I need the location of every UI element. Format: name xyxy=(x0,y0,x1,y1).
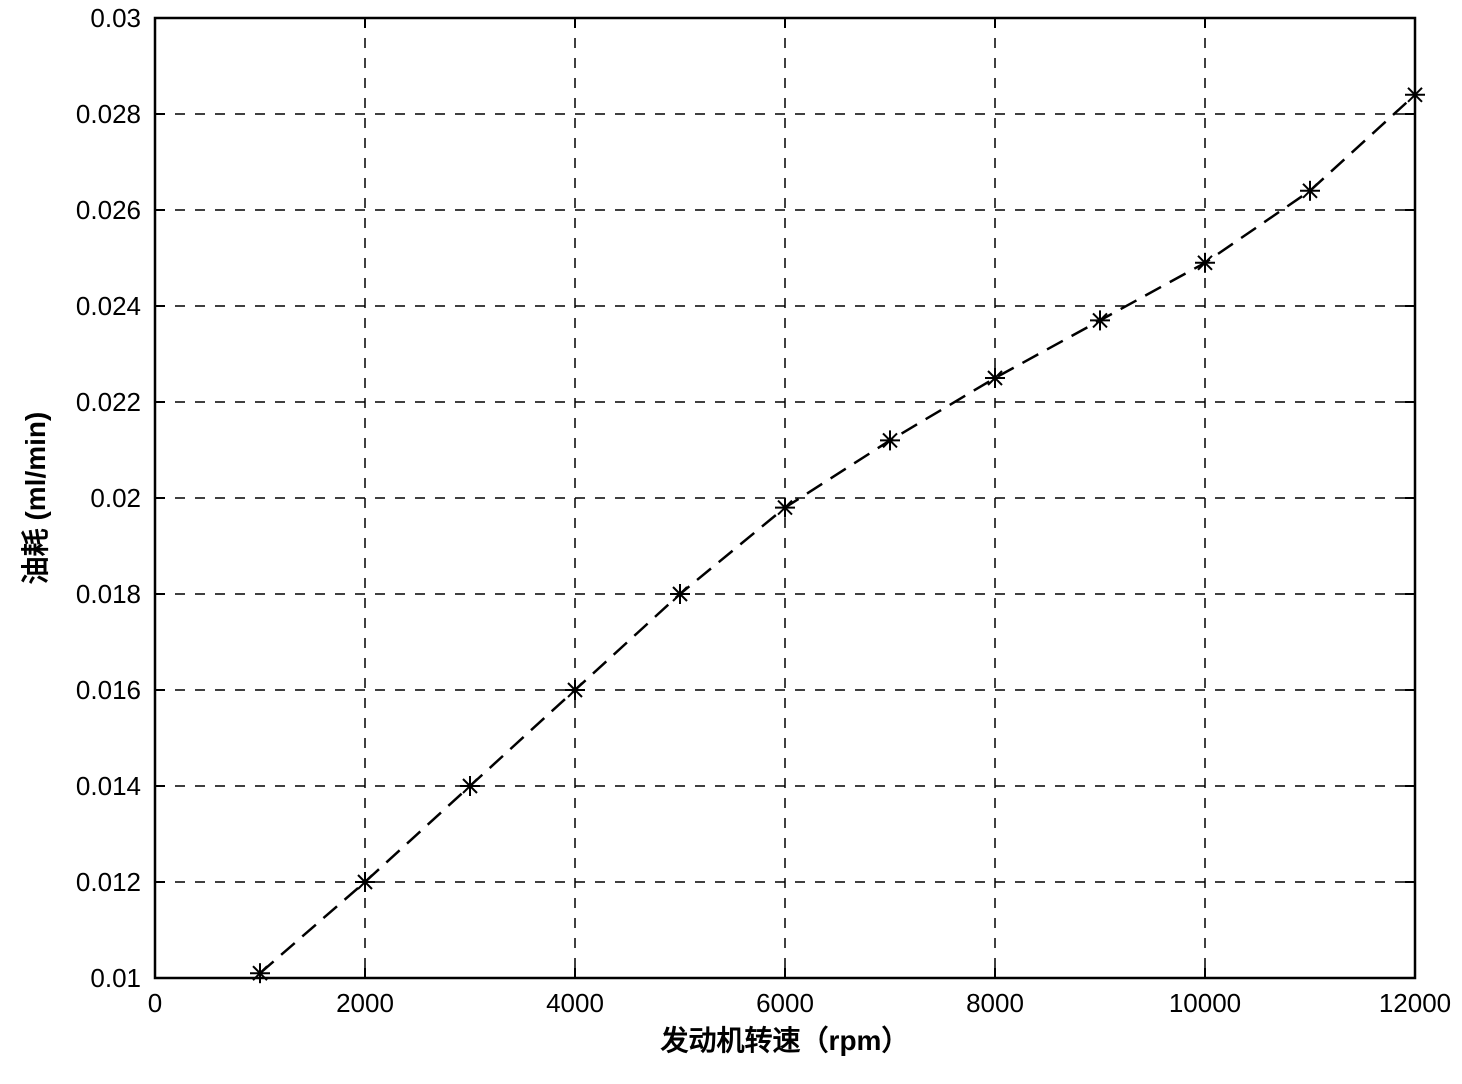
marker xyxy=(1300,181,1320,201)
y-axis-label: 油耗 (ml/min) xyxy=(20,412,51,585)
y-tick-label: 0.016 xyxy=(76,675,141,705)
x-tick-label: 2000 xyxy=(336,988,394,1018)
x-tick-label: 12000 xyxy=(1379,988,1451,1018)
x-tick-label: 8000 xyxy=(966,988,1024,1018)
x-tick-label: 0 xyxy=(148,988,162,1018)
x-axis-label: 发动机转速（rpm） xyxy=(660,1024,910,1056)
y-tick-label: 0.014 xyxy=(76,771,141,801)
marker xyxy=(355,872,375,892)
marker xyxy=(670,584,690,604)
marker xyxy=(985,368,1005,388)
chart-bg xyxy=(0,0,1462,1084)
chart-container: 0 2000 4000 6000 8000 10000 12000 0.01 0.012 0.01… xyxy=(0,0,1462,1084)
y-tick-label: 0.01 xyxy=(90,963,141,993)
y-tick-label: 0.018 xyxy=(76,579,141,609)
marker xyxy=(775,498,795,518)
x-tick-label: 4000 xyxy=(546,988,604,1018)
y-tick-label: 0.012 xyxy=(76,867,141,897)
y-tick-label: 0.03 xyxy=(90,3,141,33)
y-tick-label: 0.024 xyxy=(76,291,141,321)
marker xyxy=(250,963,270,983)
line-chart: 0 2000 4000 6000 8000 10000 12000 0.01 0.012 0.01… xyxy=(0,0,1462,1084)
marker xyxy=(1195,253,1215,273)
marker xyxy=(880,430,900,450)
y-tick-label: 0.02 xyxy=(90,483,141,513)
x-tick-label: 10000 xyxy=(1169,988,1241,1018)
x-tick-label: 6000 xyxy=(756,988,814,1018)
marker xyxy=(460,776,480,796)
marker xyxy=(1090,310,1110,330)
marker xyxy=(1405,85,1425,105)
marker xyxy=(565,680,585,700)
y-tick-label: 0.022 xyxy=(76,387,141,417)
y-tick-label: 0.028 xyxy=(76,99,141,129)
y-tick-label: 0.026 xyxy=(76,195,141,225)
